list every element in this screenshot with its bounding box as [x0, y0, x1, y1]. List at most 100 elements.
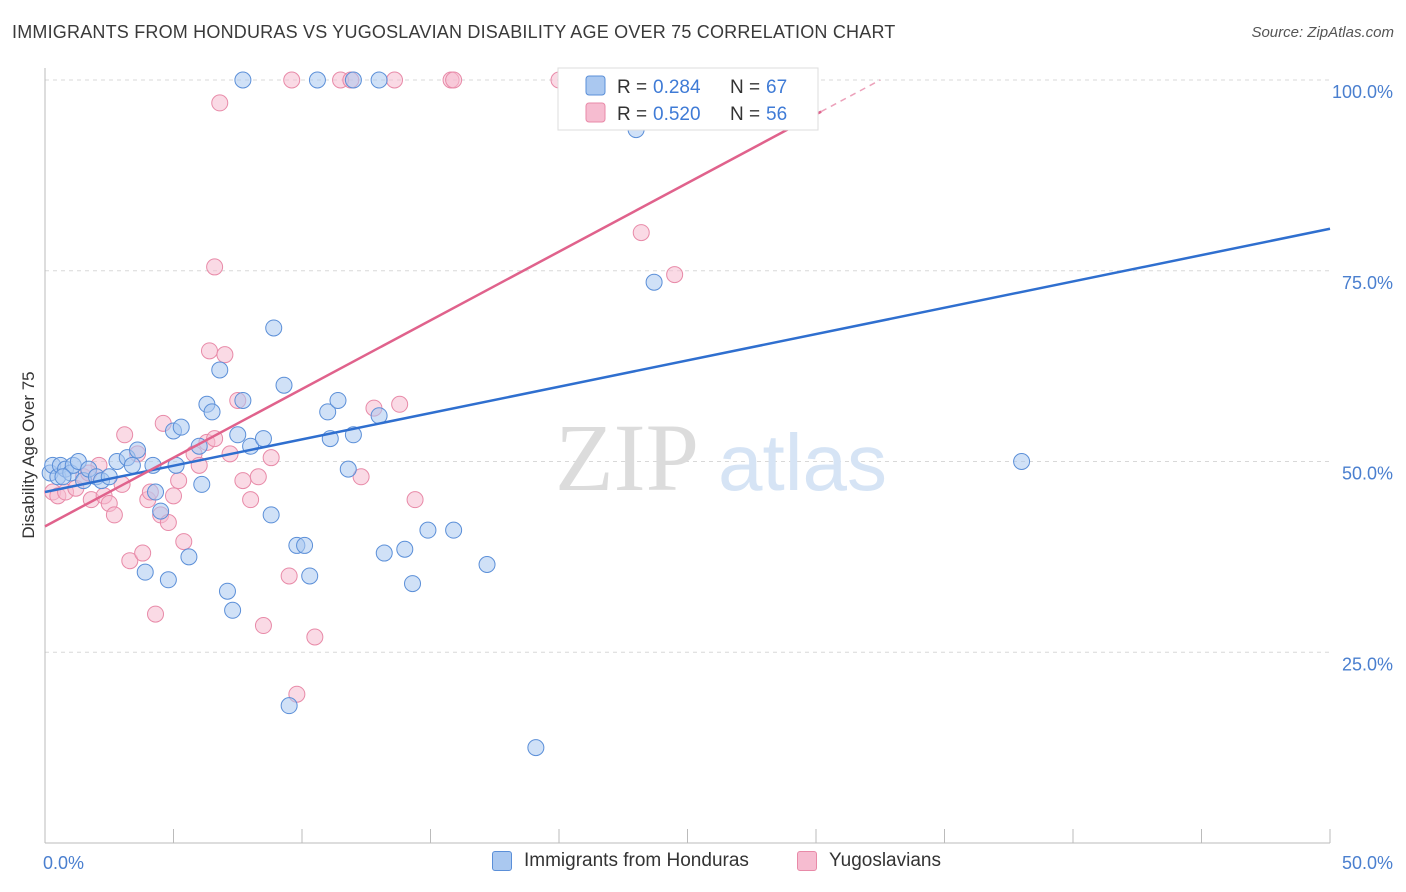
- axes: [44, 68, 1331, 844]
- legend-top: R = 0.284 N = 67 R = 0.520 N = 56: [557, 67, 819, 131]
- series-yugoslavians-points: [44, 71, 684, 703]
- yugoslavians-point-36: [249, 468, 267, 486]
- honduras-point-51: [396, 540, 414, 558]
- y-axis-label: Disability Age Over 75: [19, 371, 38, 538]
- legend-swatch-honduras: [492, 851, 512, 871]
- y-tick-label-3: 25.0%: [1342, 654, 1393, 674]
- honduras-point-66: [54, 468, 72, 486]
- yugoslavians-point-46: [632, 224, 650, 242]
- honduras-point-16: [129, 441, 147, 459]
- honduras-point-54: [445, 521, 463, 539]
- yugoslavians-point-29: [206, 258, 224, 276]
- legend-r-value-2: 0.520: [653, 104, 701, 125]
- trendline-yugoslavians-extension: [820, 79, 881, 113]
- legend-r-value-1: 0.284: [653, 77, 701, 98]
- yugoslavians-point-37: [254, 617, 272, 635]
- y-tick-label-0: 100.0%: [1332, 82, 1393, 102]
- honduras-point-59: [1013, 453, 1031, 470]
- trendlines: [44, 79, 1331, 528]
- legend-label-honduras: Immigrants from Honduras: [524, 850, 749, 871]
- legend-label-yugoslavians: Yugoslavians: [829, 850, 941, 871]
- honduras-point-40: [280, 697, 298, 715]
- honduras-point-37: [262, 506, 280, 524]
- y-tick-label-2: 50.0%: [1342, 464, 1393, 484]
- honduras-point-43: [301, 567, 319, 585]
- legend-n-label-2: N =: [730, 104, 760, 125]
- honduras-point-46: [329, 391, 347, 409]
- yugoslavians-point-35: [242, 491, 260, 509]
- series-honduras-points: [41, 71, 1031, 757]
- honduras-point-21: [159, 571, 177, 589]
- yugoslavians-point-34: [234, 472, 252, 490]
- legend-swatch-yugoslavians: [797, 851, 817, 871]
- legend-n-value-1: 67: [766, 77, 787, 98]
- honduras-point-17: [136, 563, 154, 581]
- yugoslavians-point-41: [352, 468, 370, 486]
- honduras-point-61: [308, 71, 326, 89]
- honduras-point-63: [370, 71, 388, 89]
- honduras-point-29: [203, 403, 221, 421]
- honduras-point-20: [152, 502, 170, 520]
- honduras-point-25: [180, 548, 198, 566]
- honduras-point-19: [147, 483, 165, 501]
- honduras-point-34: [234, 391, 252, 409]
- chart-title: IMMIGRANTS FROM HONDURAS VS YUGOSLAVIAN …: [12, 22, 896, 42]
- yugoslavians-point-21: [165, 487, 182, 505]
- yugoslavians-point-30: [211, 94, 229, 112]
- yugoslavians-point-9: [105, 506, 123, 524]
- honduras-point-31: [218, 582, 236, 600]
- yugoslavians-point-14: [134, 544, 152, 562]
- honduras-point-53: [419, 521, 437, 539]
- honduras-point-38: [265, 319, 283, 337]
- yugoslavians-point-38: [262, 449, 280, 467]
- honduras-point-52: [404, 575, 422, 593]
- honduras-point-24: [172, 418, 190, 436]
- legend-r-label-1: R =: [617, 77, 647, 98]
- honduras-point-33: [229, 426, 247, 444]
- honduras-point-55: [478, 556, 496, 574]
- honduras-point-62: [344, 71, 362, 89]
- honduras-point-44: [319, 403, 337, 421]
- y-tick-label-1: 75.0%: [1342, 273, 1393, 293]
- watermark-atlas: atlas: [718, 418, 887, 507]
- yugoslavians-point-12: [121, 552, 139, 570]
- yugoslavians-point-17: [147, 605, 165, 623]
- y-tick-labels: 100.0% 75.0% 50.0% 25.0%: [1332, 82, 1393, 674]
- yugoslavians-point-48: [283, 71, 301, 89]
- legend-item-honduras: Immigrants from Honduras: [492, 850, 749, 872]
- yugoslavians-point-27: [200, 342, 218, 360]
- yugoslavians-point-23: [175, 533, 193, 551]
- honduras-point-30: [211, 361, 229, 379]
- honduras-point-60: [234, 71, 252, 89]
- yugoslavians-point-40: [306, 628, 324, 646]
- yugoslavians-point-44: [406, 491, 424, 509]
- honduras-point-15: [123, 456, 141, 474]
- trendline-yugoslavians: [44, 110, 822, 528]
- honduras-point-57: [645, 273, 663, 291]
- legend-n-value-2: 56: [766, 104, 787, 125]
- honduras-point-47: [339, 460, 357, 478]
- yugoslavians-point-31: [216, 346, 234, 364]
- yugoslavians-point-22: [170, 472, 188, 490]
- legend-item-yugoslavians: Yugoslavians: [797, 850, 941, 872]
- x-tick-label-right: 50.0%: [1342, 853, 1393, 873]
- yugoslavians-point-51: [386, 71, 404, 89]
- source-credit: Source: ZipAtlas.com: [1251, 24, 1394, 41]
- legend-bottom: Immigrants from Honduras Yugoslavians: [0, 850, 1406, 880]
- legend-n-label-1: N =: [730, 77, 760, 98]
- legend-r-label-2: R =: [617, 104, 647, 125]
- legend-swatch-blue: [585, 75, 606, 96]
- yugoslavians-point-52: [445, 71, 463, 89]
- yugoslavians-point-47: [666, 266, 684, 284]
- trendline-honduras: [44, 227, 1331, 494]
- yugoslavians-point-43: [391, 395, 409, 413]
- yugoslavians-point-11: [116, 426, 134, 444]
- honduras-point-36: [254, 430, 272, 448]
- x-tick-label-left: 0.0%: [43, 853, 84, 873]
- honduras-point-42: [296, 536, 314, 554]
- gridlines: [45, 79, 1330, 653]
- watermark-zip: ZIP: [555, 404, 699, 511]
- honduras-point-50: [375, 544, 393, 562]
- honduras-point-39: [275, 376, 293, 394]
